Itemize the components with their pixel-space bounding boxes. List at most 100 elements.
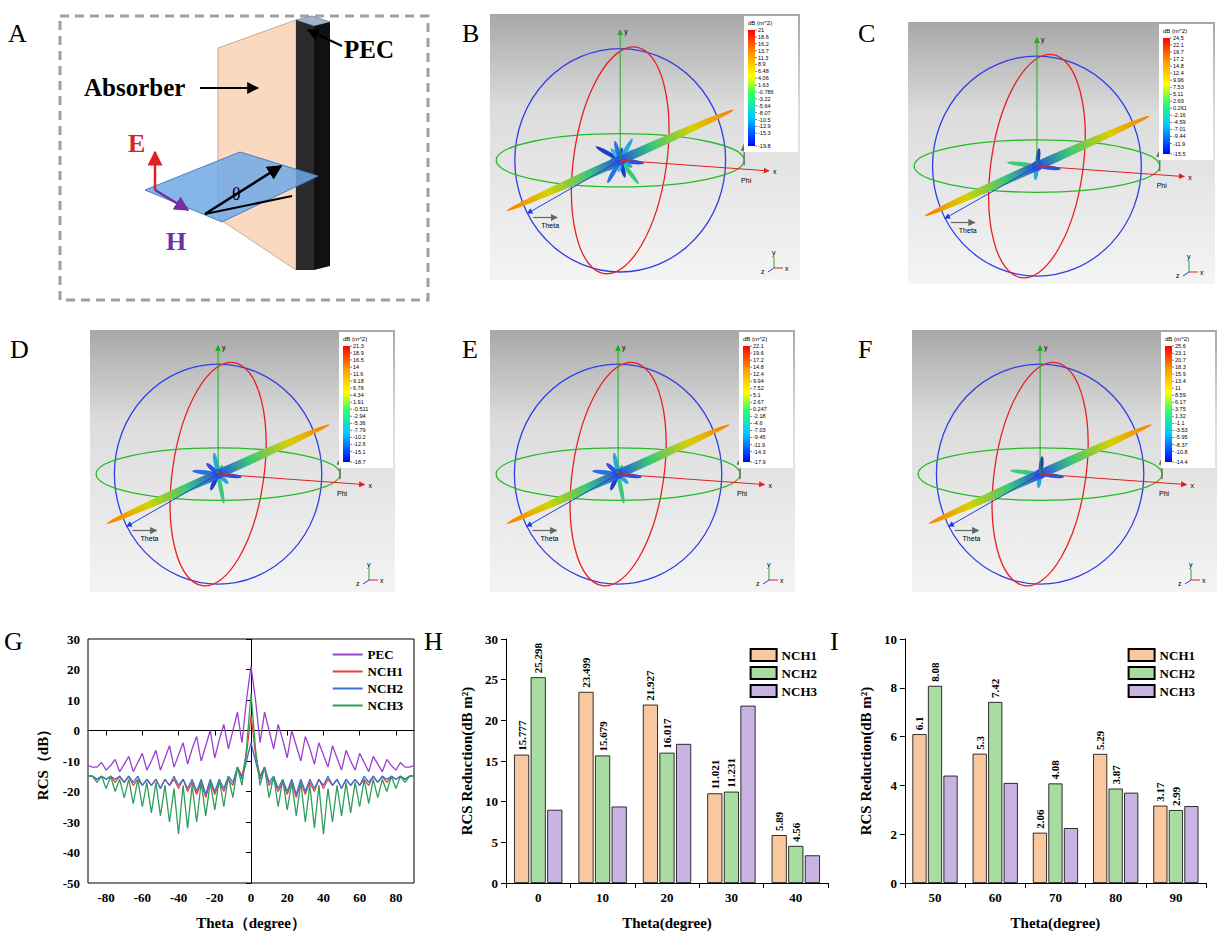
svg-text:-0.511: -0.511 [353,406,368,412]
svg-text:-7.79: -7.79 [353,427,366,433]
svg-text:A: A [8,19,27,48]
svg-text:-3.22: -3.22 [758,96,771,102]
svg-text:-4.59: -4.59 [1173,119,1186,125]
svg-text:11.3: 11.3 [758,55,768,61]
svg-text:I: I [830,627,839,656]
svg-text:1.91: 1.91 [353,399,364,405]
svg-text:10: 10 [67,693,80,708]
svg-text:11: 11 [1175,385,1181,391]
svg-text:x: x [369,482,373,489]
svg-text:NCH1: NCH1 [1160,648,1195,663]
svg-text:25: 25 [485,672,499,687]
svg-text:dB (m^2): dB (m^2) [743,336,767,342]
svg-text:20: 20 [661,890,674,905]
svg-text:19.7: 19.7 [1173,49,1184,55]
svg-text:NCH3: NCH3 [1160,684,1196,699]
svg-text:10: 10 [884,632,897,647]
svg-text:3.87: 3.87 [1110,765,1122,785]
svg-text:9.94: 9.94 [753,378,764,384]
svg-text:15: 15 [485,754,499,769]
svg-text:23.1: 23.1 [1175,350,1186,356]
svg-text:50: 50 [929,890,942,905]
svg-text:-3.53: -3.53 [1175,427,1188,433]
svg-text:4.34: 4.34 [353,392,364,398]
svg-text:y: y [1189,561,1193,569]
svg-text:Theta(degree): Theta(degree) [622,915,712,932]
svg-text:20.7: 20.7 [1175,357,1186,363]
svg-text:25.298: 25.298 [532,642,544,673]
svg-text:H: H [166,227,186,256]
svg-text:4: 4 [890,778,897,793]
svg-text:-40: -40 [170,890,187,905]
svg-text:G: G [4,627,23,656]
svg-text:15.9: 15.9 [1175,371,1186,377]
svg-text:80: 80 [1109,890,1122,905]
svg-text:RCS Reduction(dB m²): RCS Reduction(dB m²) [459,687,476,836]
svg-text:C: C [858,19,875,48]
svg-text:6.17: 6.17 [1175,399,1186,405]
svg-text:-15.1: -15.1 [353,449,366,455]
svg-text:-8.37: -8.37 [1175,442,1188,448]
svg-text:3.17: 3.17 [1154,782,1166,802]
svg-text:-50: -50 [63,876,80,891]
svg-text:12.4: 12.4 [1173,70,1184,76]
svg-text:40: 40 [789,890,802,905]
svg-text:-40: -40 [63,845,80,860]
svg-text:Theta: Theta [963,535,981,542]
svg-text:20: 20 [67,662,80,677]
svg-text:x: x [1202,577,1206,584]
svg-text:-19.8: -19.8 [758,143,771,149]
svg-text:NCH1: NCH1 [782,648,817,663]
svg-text:70: 70 [1049,890,1062,905]
svg-text:F: F [858,335,872,364]
svg-text:dB (m^2): dB (m^2) [748,20,772,26]
svg-text:-9.44: -9.44 [1173,133,1186,139]
svg-text:y: y [624,28,628,36]
svg-text:NCH1: NCH1 [368,664,403,679]
svg-text:3.75: 3.75 [1175,406,1186,412]
svg-text:-11.9: -11.9 [753,442,765,448]
svg-text:19.6: 19.6 [753,350,764,356]
svg-text:7.52: 7.52 [753,385,764,391]
svg-text:-60: -60 [134,890,151,905]
svg-text:7.53: 7.53 [1173,84,1184,90]
svg-text:-1.1: -1.1 [1175,420,1184,426]
svg-text:-5.36: -5.36 [353,420,366,426]
svg-text:21.3: 21.3 [353,343,364,349]
svg-text:25.6: 25.6 [1175,343,1186,349]
svg-text:NCH2: NCH2 [782,666,817,681]
svg-text:10: 10 [596,890,609,905]
svg-text:-0.786: -0.786 [758,89,774,95]
svg-text:-10.8: -10.8 [1175,449,1188,455]
svg-text:Theta（degree）: Theta（degree） [196,915,306,931]
svg-text:-17.9: -17.9 [753,459,766,465]
svg-text:x: x [785,265,789,272]
svg-text:13.4: 13.4 [1175,378,1186,384]
svg-text:y: y [222,344,226,352]
svg-text:Theta: Theta [541,222,559,229]
svg-text:9.96: 9.96 [1173,77,1184,83]
svg-text:30: 30 [67,632,80,647]
svg-text:15.679: 15.679 [597,721,609,752]
svg-text:z: z [1178,580,1182,587]
svg-text:y: y [622,344,626,352]
svg-text:z: z [756,580,760,587]
svg-text:-11.9: -11.9 [1173,141,1185,147]
svg-text:x: x [769,482,773,489]
svg-text:2.06: 2.06 [1034,809,1046,829]
svg-text:x: x [1200,269,1204,276]
svg-text:0: 0 [535,890,542,905]
svg-text:RCS（dB）: RCS（dB） [35,722,51,800]
svg-text:1.63: 1.63 [758,82,769,88]
svg-text:13.7: 13.7 [758,48,769,54]
svg-text:22.1: 22.1 [1173,42,1184,48]
svg-text:E: E [462,335,478,364]
svg-text:E: E [128,129,145,158]
svg-text:RCS Reduction(dB m²): RCS Reduction(dB m²) [858,687,875,836]
svg-text:80: 80 [389,890,402,905]
svg-text:10: 10 [485,794,498,809]
svg-text:30: 30 [485,632,498,647]
svg-text:-9.45: -9.45 [753,434,766,440]
svg-text:-80: -80 [97,890,114,905]
svg-text:18.9: 18.9 [353,350,364,356]
